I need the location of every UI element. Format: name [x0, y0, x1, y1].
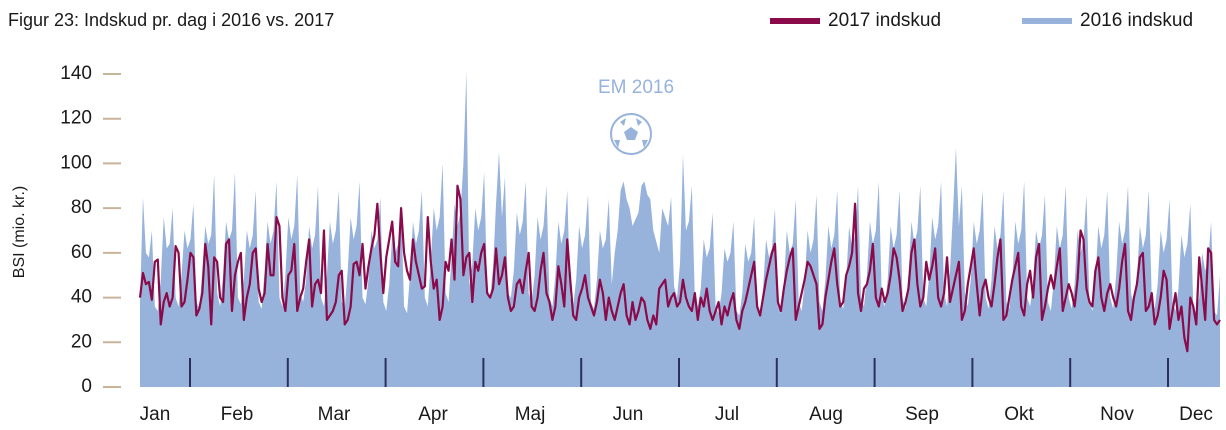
y-tick-label: 140	[60, 63, 92, 84]
x-tick-label: Jan	[140, 404, 171, 425]
y-axis-label: BSI (mio. kr.)	[11, 186, 28, 278]
y-tick-label: 40	[71, 287, 92, 308]
y-tick-label: 120	[60, 108, 92, 129]
plot-area	[138, 71, 1221, 387]
y-tick-label: 80	[71, 197, 92, 218]
x-tick-label: Feb	[221, 404, 254, 425]
x-tick-label: Okt	[1004, 404, 1034, 425]
x-tick-label: Maj	[515, 404, 546, 425]
y-tick-label: 60	[71, 242, 92, 263]
x-tick-label: Aug	[809, 404, 843, 425]
x-tick-label: Dec	[1179, 404, 1213, 425]
x-tick-label: Jun	[613, 404, 644, 425]
area	[140, 71, 1220, 387]
y-tick-label: 100	[60, 152, 92, 173]
y-tick-label: 20	[71, 331, 92, 352]
x-tick-label: Mar	[318, 404, 351, 425]
annotation: EM 2016	[598, 77, 674, 98]
legend-label: 2016 indskud	[1080, 10, 1193, 31]
chart-title: Figur 23: Indskud pr. dag i 2016 vs. 201…	[8, 10, 334, 30]
y-tick-label: 0	[81, 376, 92, 397]
x-tick-label: Nov	[1100, 404, 1134, 425]
x-tick-label: Sep	[905, 404, 939, 425]
legend-label: 2017 indskud	[828, 10, 941, 31]
x-tick-label: Jul	[715, 404, 739, 425]
x-tick-label: Apr	[418, 404, 448, 425]
line	[138, 184, 1221, 353]
football-icon	[610, 113, 652, 155]
